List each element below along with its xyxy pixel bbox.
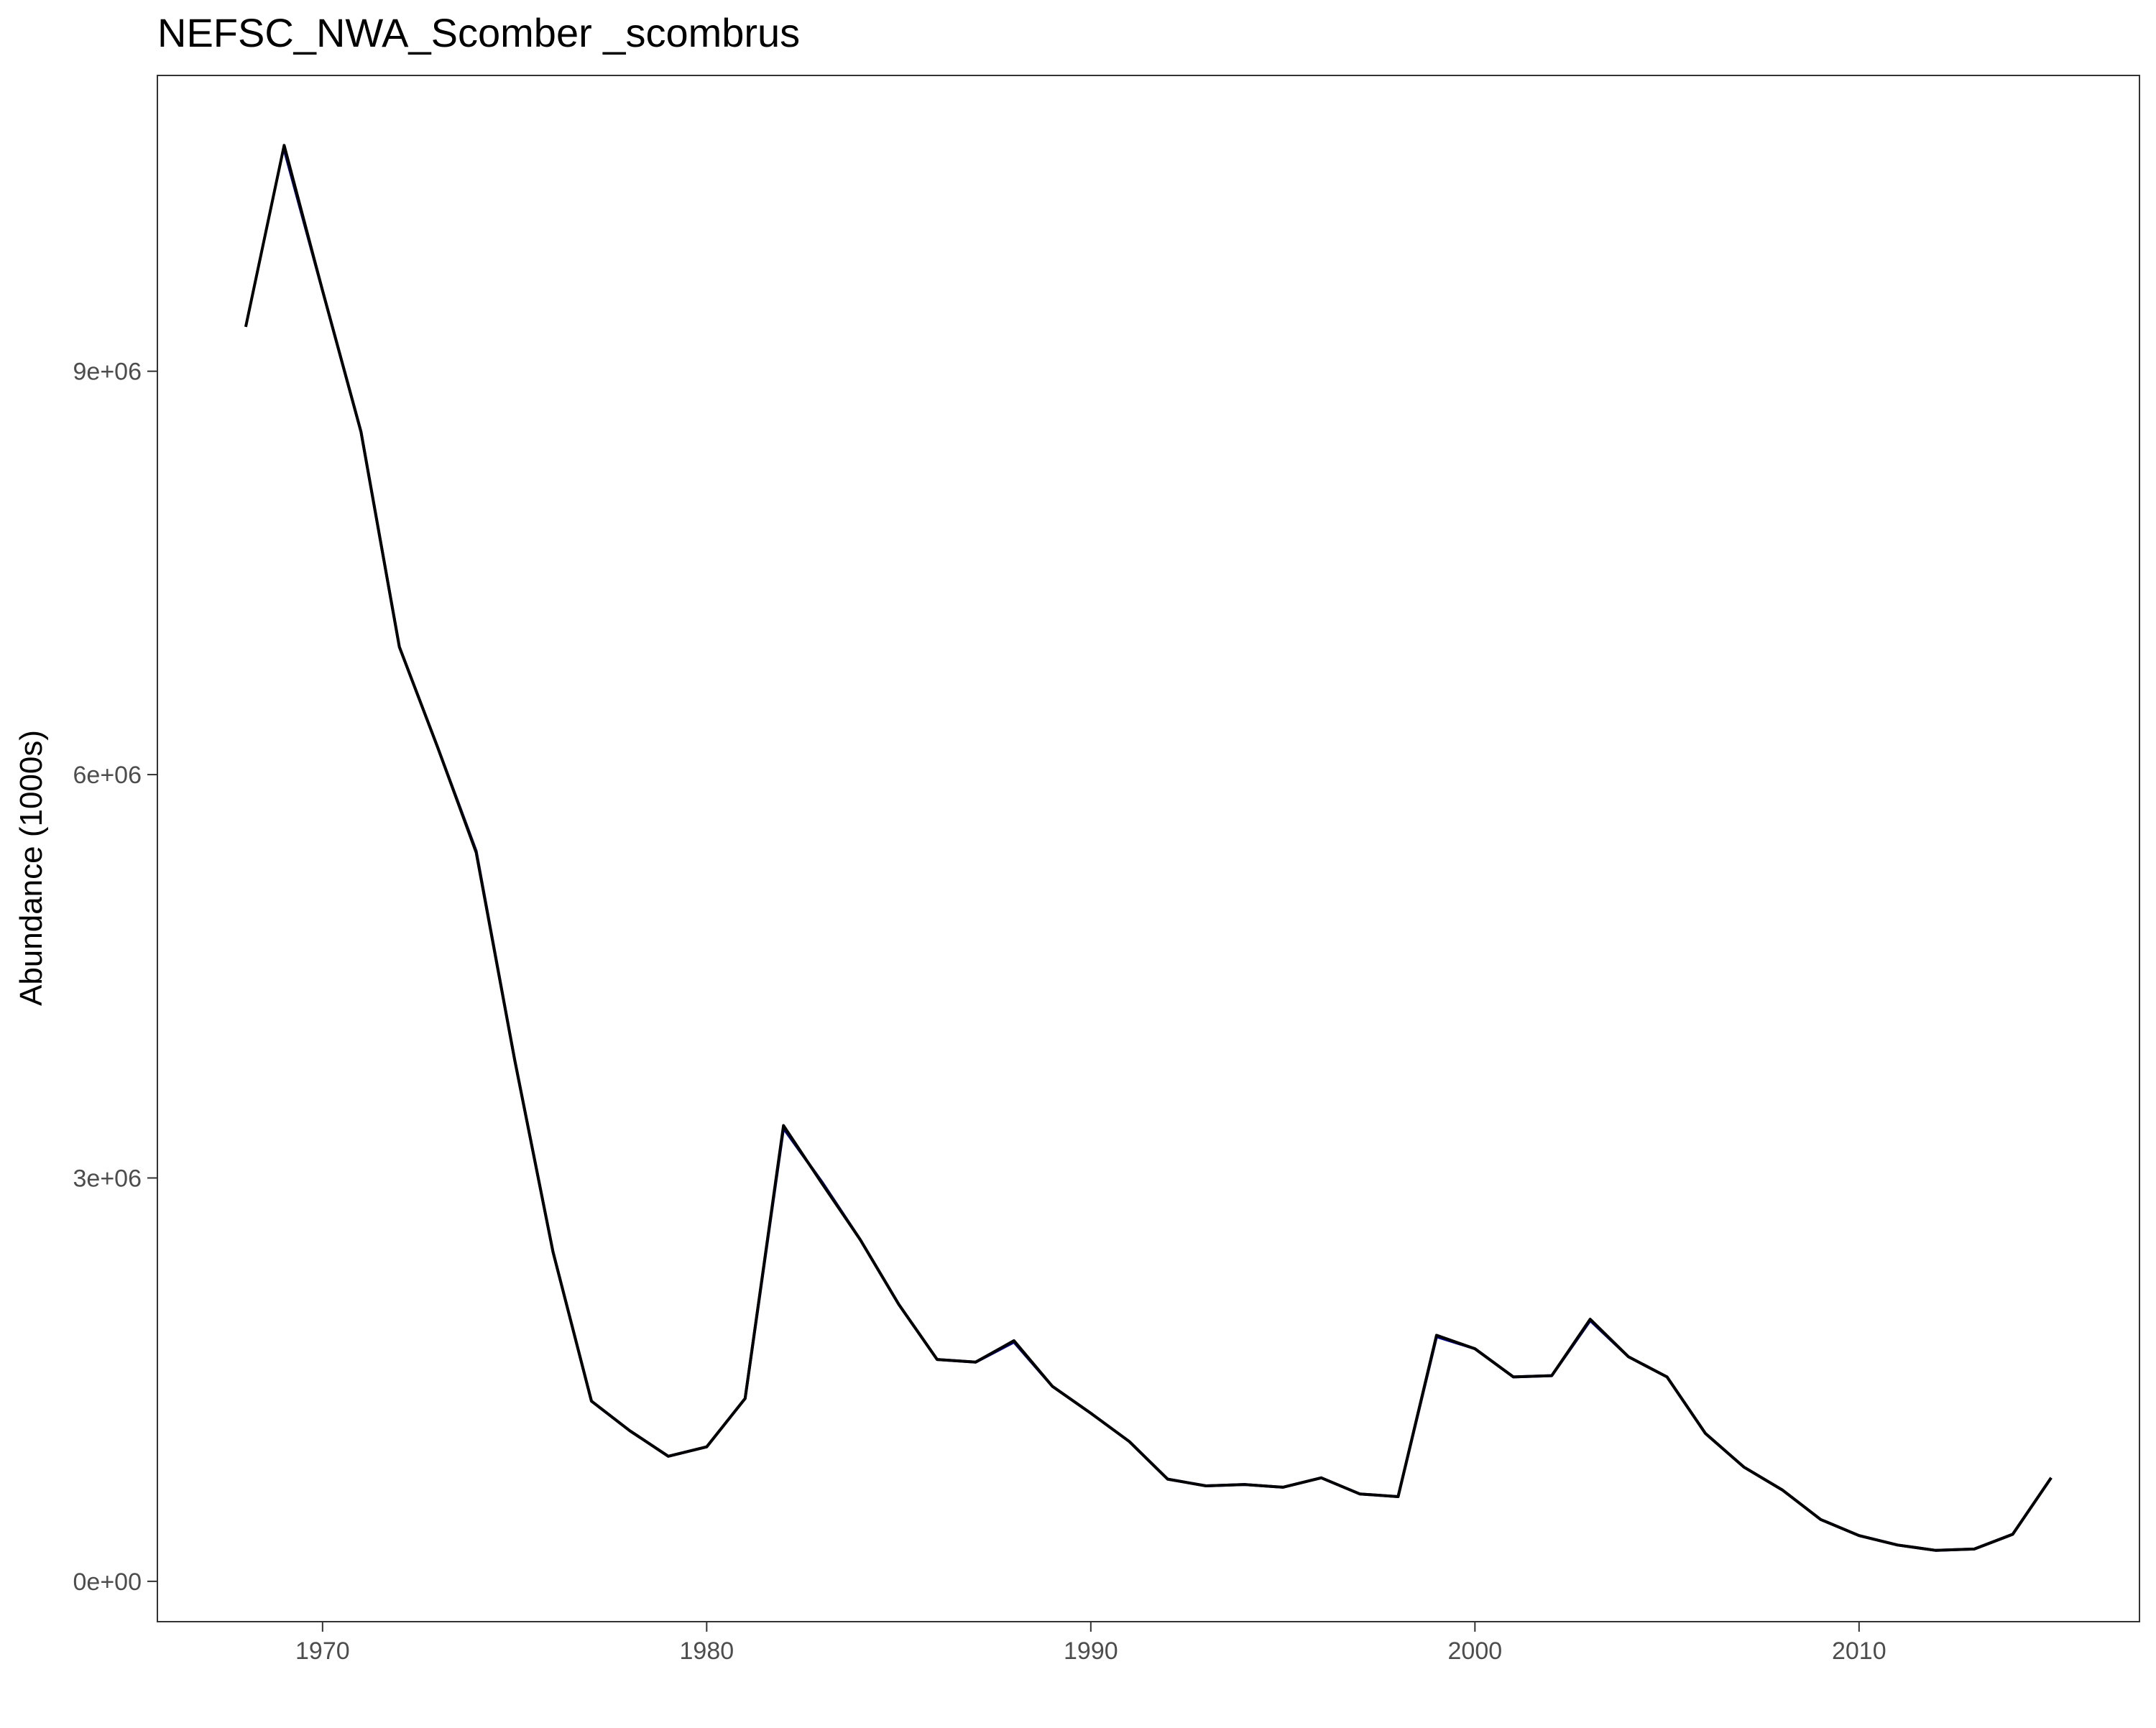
series-line-2 (244, 144, 2053, 1552)
x-tick-label: 1980 (680, 1637, 734, 1665)
x-tick-label: 1970 (295, 1637, 350, 1665)
x-tick-label: 2010 (1832, 1637, 1886, 1665)
y-tick-label: 0e+00 (73, 1568, 142, 1596)
plot-area: 1970 1980 1990 2000 2010 0e+00 3e+06 6e+06 9e+06 (73, 75, 2140, 1665)
y-tick-label: 3e+06 (73, 1165, 142, 1192)
x-tick-label: 2000 (1448, 1637, 1503, 1665)
series-line-1 (282, 149, 2053, 1552)
y-tick-label: 6e+06 (73, 762, 142, 789)
y-tick-label: 9e+06 (73, 359, 142, 386)
chart-title: NEFSC_NWA_Scomber _scombrus (157, 10, 800, 55)
x-tick-label: 1990 (1064, 1637, 1118, 1665)
plot-panel-border (157, 75, 2140, 1622)
y-axis-title: Abundance (1000s) (14, 730, 49, 1006)
